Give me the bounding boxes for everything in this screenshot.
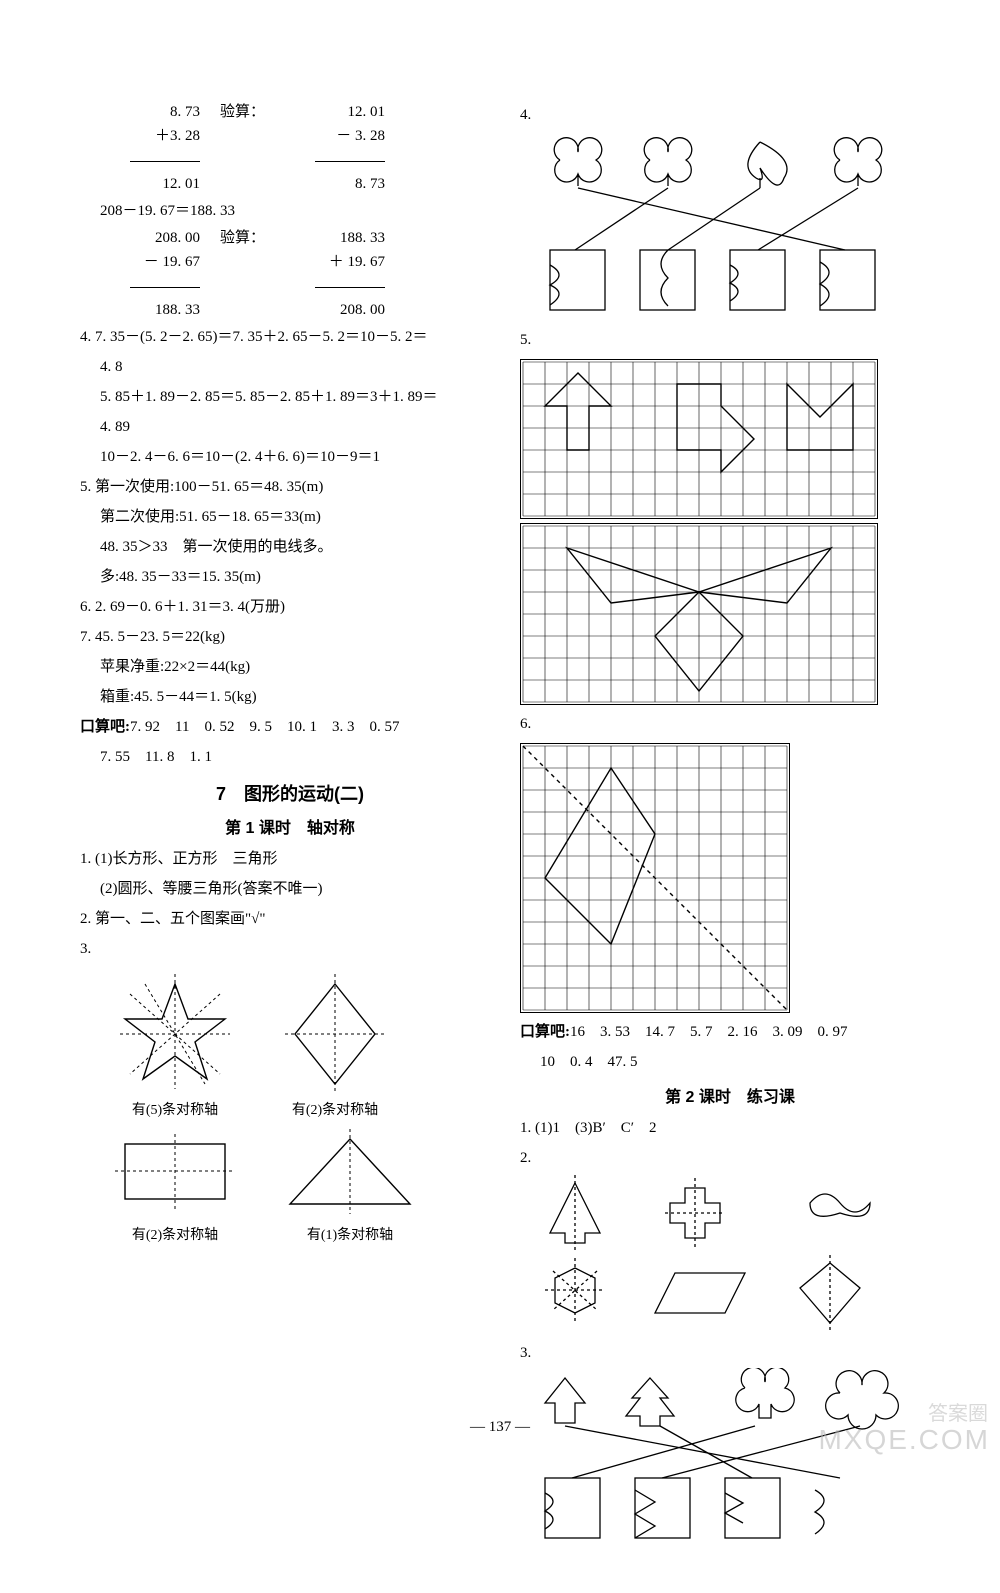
c1b3: 8. 73 xyxy=(285,172,385,196)
left-column: 8. 73 验算： 12. 01 ＋3. 28 － 3. 28 12. 01 8… xyxy=(80,100,500,1553)
p5b: 第二次使用:51. 65－18. 65＝33(m) xyxy=(80,502,500,532)
r-ks-label: 口算吧: xyxy=(520,1024,570,1040)
ks2: 7. 55 11. 8 1. 1 xyxy=(80,742,500,772)
c2lbl: 验算： xyxy=(220,226,265,250)
p5c: 48. 35＞33 第一次使用的电线多。 xyxy=(80,532,500,562)
p7a: 7. 45. 5－23. 5＝22(kg) xyxy=(80,622,500,652)
p4b: 5. 85＋1. 89－2. 85＝5. 85－2. 85＋1. 89＝3＋1.… xyxy=(80,382,500,412)
p4b2: 4. 89 xyxy=(80,412,500,442)
eq1: 208－19. 67＝188. 33 xyxy=(80,196,500,226)
fig3-row2: 有(2)条对称轴 有(1)条对称轴 xyxy=(110,1129,500,1244)
lesson2-title: 第 2 课时 练习课 xyxy=(520,1083,940,1107)
c1a3: 12. 01 xyxy=(100,172,200,196)
l2p2: 2. xyxy=(520,1143,940,1173)
q4-match xyxy=(520,130,920,320)
r-p6: 6. xyxy=(520,709,940,739)
rect-label: 有(2)条对称轴 xyxy=(110,1224,240,1244)
c2a3: 188. 33 xyxy=(100,298,200,322)
l1p1: 1. (1)长方形、正方形 三角形 xyxy=(80,844,500,874)
c2a2: － 19. 67 xyxy=(100,250,200,274)
c2b1: 188. 33 xyxy=(285,226,385,250)
p6: 6. 2. 69－0. 6＋1. 31＝3. 4(万册) xyxy=(80,592,500,622)
grid1 xyxy=(520,359,878,519)
r-ks2: 10 0. 4 47. 5 xyxy=(520,1047,940,1077)
p4c: 10－2. 4－6. 6＝10－(2. 4＋6. 6)＝10－9＝1 xyxy=(80,442,500,472)
diamond-shape xyxy=(280,974,390,1094)
p5d: 多:48. 35－33＝15. 35(m) xyxy=(80,562,500,592)
star-shape xyxy=(110,974,240,1094)
c2b3: 208. 00 xyxy=(285,298,385,322)
grid3 xyxy=(520,743,790,1013)
r-p4: 4. xyxy=(520,100,940,130)
right-column: 4. 5. xyxy=(520,100,940,1553)
ks-label: 口算吧: xyxy=(80,719,130,735)
p7c: 箱重:45. 5－44＝1. 5(kg) xyxy=(80,682,500,712)
p4a2: 4. 8 xyxy=(80,352,500,382)
l1p1b: (2)圆形、等腰三角形(答案不唯一) xyxy=(80,874,500,904)
tri-label: 有(1)条对称轴 xyxy=(280,1224,420,1244)
watermark-en: MXQE.COM xyxy=(818,1424,990,1456)
calc1-row1: 8. 73 验算： 12. 01 xyxy=(80,100,500,124)
kousuan-l: 口算吧:7. 92 11 0. 52 9. 5 10. 1 3. 3 0. 57 xyxy=(80,712,500,742)
ks1: 7. 92 11 0. 52 9. 5 10. 1 3. 3 0. 57 xyxy=(130,719,399,735)
l2p1: 1. (1)1 (3)B′ C′ 2 xyxy=(520,1113,940,1143)
rect-shape xyxy=(110,1129,240,1219)
c1a1: 8. 73 xyxy=(100,100,200,124)
q3-match xyxy=(520,1368,920,1548)
diamond-label: 有(2)条对称轴 xyxy=(280,1099,390,1119)
fig3-row1: 有(5)条对称轴 有(2)条对称轴 xyxy=(110,974,500,1119)
r-ks1: 16 3. 53 14. 7 5. 7 2. 16 3. 09 0. 97 xyxy=(570,1024,848,1040)
tri-shape xyxy=(280,1129,420,1219)
l1p2: 2. 第一、二、五个图案画"√" xyxy=(80,904,500,934)
p4a: 4. 7. 35－(5. 2－2. 65)＝7. 35＋2. 65－5. 2＝1… xyxy=(80,322,500,352)
l1p3: 3. xyxy=(80,934,500,964)
section-title: 7 图形的运动(二) xyxy=(80,780,500,806)
star-label: 有(5)条对称轴 xyxy=(110,1099,240,1119)
grid2 xyxy=(520,523,878,705)
c1a2: ＋3. 28 xyxy=(100,124,200,148)
c1b1: 12. 01 xyxy=(285,100,385,124)
c1lbl: 验算： xyxy=(220,100,265,124)
lesson1-title: 第 1 课时 轴对称 xyxy=(80,814,500,838)
p5a: 5. 第一次使用:100－51. 65＝48. 35(m) xyxy=(80,472,500,502)
c2b2: ＋ 19. 67 xyxy=(285,250,385,274)
watermark-cn: 答案圈 xyxy=(928,1397,988,1426)
r-kousuan: 口算吧:16 3. 53 14. 7 5. 7 2. 16 3. 09 0. 9… xyxy=(520,1017,940,1047)
p7b: 苹果净重:22×2＝44(kg) xyxy=(80,652,500,682)
q2-shapes xyxy=(520,1173,920,1333)
l2p3: 3. xyxy=(520,1338,940,1368)
r-p5: 5. xyxy=(520,325,940,355)
c2a1: 208. 00 xyxy=(100,226,200,250)
c1b2: － 3. 28 xyxy=(285,124,385,148)
